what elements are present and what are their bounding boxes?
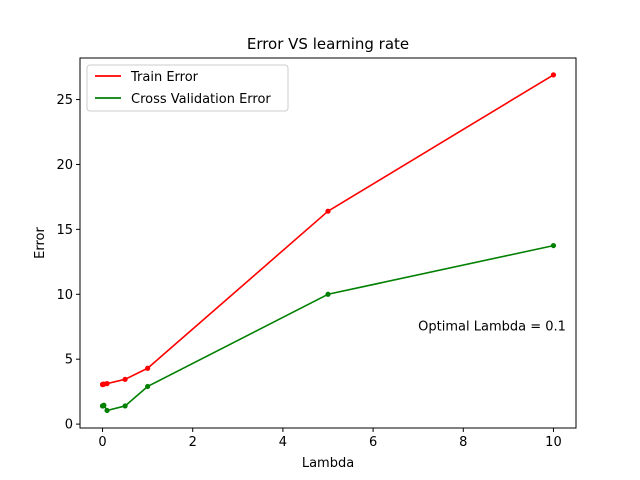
y-tick-label: 25 bbox=[56, 93, 73, 108]
y-axis: 0 5 10 15 20 25 bbox=[56, 93, 80, 433]
optimal-lambda-annotation: Optimal Lambda = 0.1 bbox=[418, 320, 566, 335]
legend-label-cross-validation-error: Cross Validation Error bbox=[131, 92, 271, 107]
data-point-train-error bbox=[122, 376, 128, 382]
data-point-cross-validation-error bbox=[104, 407, 110, 414]
data-point-train-error bbox=[325, 208, 331, 214]
data-point-cross-validation-error bbox=[550, 242, 557, 249]
x-tick-label: 0 bbox=[98, 435, 106, 450]
x-axis: 0 2 4 6 8 10 bbox=[98, 428, 562, 450]
legend: Train Error Cross Validation Error bbox=[86, 64, 289, 112]
x-tick-label: 6 bbox=[369, 435, 377, 450]
y-tick-label: 10 bbox=[56, 288, 73, 303]
y-tick-label: 5 bbox=[65, 353, 73, 368]
data-point-train-error bbox=[145, 365, 151, 371]
data-point-train-error bbox=[550, 72, 557, 78]
y-tick-label: 20 bbox=[56, 158, 73, 173]
plot-area bbox=[99, 72, 557, 414]
y-axis-label: Error bbox=[33, 227, 48, 259]
data-point-cross-validation-error bbox=[325, 291, 331, 297]
chart-title: Error VS learning rate bbox=[247, 35, 409, 53]
series-line-train-error bbox=[101, 74, 554, 386]
plot-frame bbox=[79, 57, 577, 429]
x-tick-label: 2 bbox=[189, 435, 197, 450]
legend-box bbox=[86, 64, 289, 112]
data-point-cross-validation-error bbox=[122, 403, 128, 409]
legend-label-train-error: Train Error bbox=[130, 70, 199, 85]
y-tick-label: 15 bbox=[56, 223, 73, 238]
x-axis-label: Lambda bbox=[302, 456, 354, 471]
y-tick-label: 0 bbox=[65, 418, 73, 433]
x-tick-label: 8 bbox=[459, 435, 467, 450]
data-point-train-error bbox=[104, 381, 110, 387]
x-tick-label: 10 bbox=[545, 435, 562, 450]
data-point-cross-validation-error bbox=[101, 402, 107, 408]
x-tick-label: 4 bbox=[279, 435, 287, 450]
data-point-cross-validation-error bbox=[145, 383, 151, 390]
